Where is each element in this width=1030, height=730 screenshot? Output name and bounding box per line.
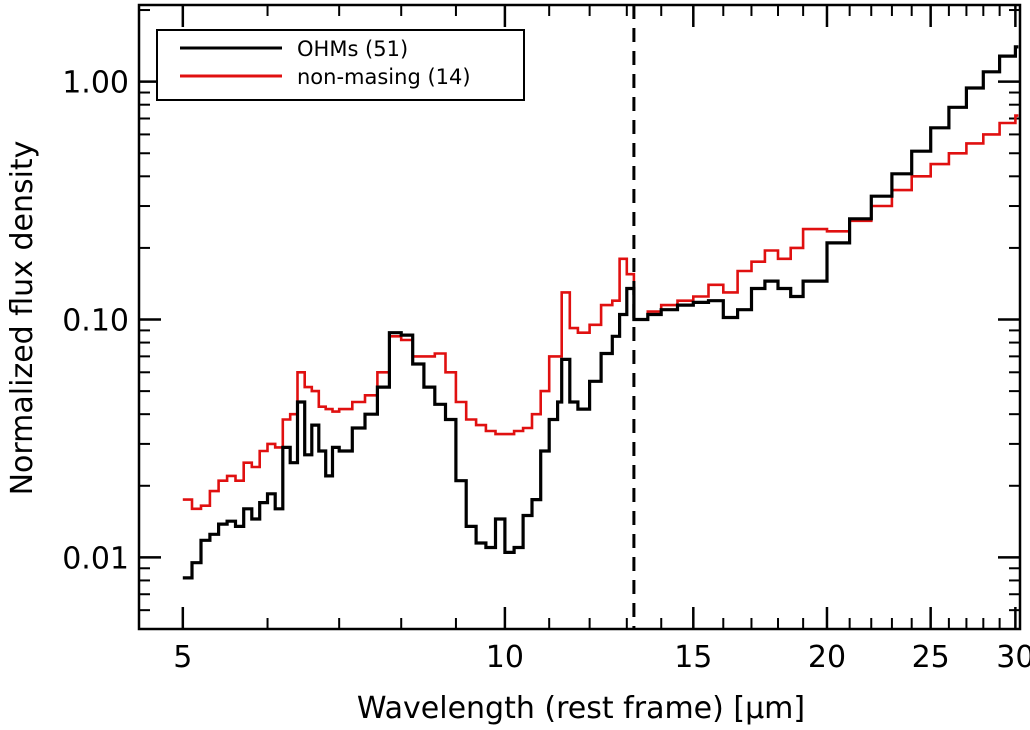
x-tick-label: 30 (996, 640, 1030, 675)
x-tick-labels: 5 10 15 20 25 30 (173, 640, 1030, 675)
x-tick-label: 15 (674, 640, 712, 675)
legend: OHMs (51) non-masing (14) (156, 29, 525, 101)
x-tick-label: 10 (486, 640, 524, 675)
legend-label-ohms: OHMs (51) (297, 37, 408, 61)
x-tick-label: 25 (912, 640, 950, 675)
y-axis-title: Normalized flux density (5, 141, 40, 496)
series-lines (182, 45, 1019, 580)
legend-box (156, 29, 525, 101)
x-tick-label: 20 (808, 640, 846, 675)
x-tick-label: 5 (173, 640, 192, 675)
series-line-ohms (182, 45, 1019, 580)
x-axis-title: Wavelength (rest frame) [μm] (357, 691, 805, 726)
legend-label-non-masing: non-masing (14) (297, 65, 471, 89)
y-tick-label: 0.10 (62, 304, 129, 339)
y-tick-label: 1.00 (62, 66, 129, 101)
tick-marks (139, 5, 1020, 629)
y-tick-label: 0.01 (62, 541, 129, 576)
y-tick-labels: 0.01 0.10 1.00 (62, 66, 129, 577)
plot-frame (137, 3, 1022, 631)
series-line-non-masing (182, 114, 1019, 511)
